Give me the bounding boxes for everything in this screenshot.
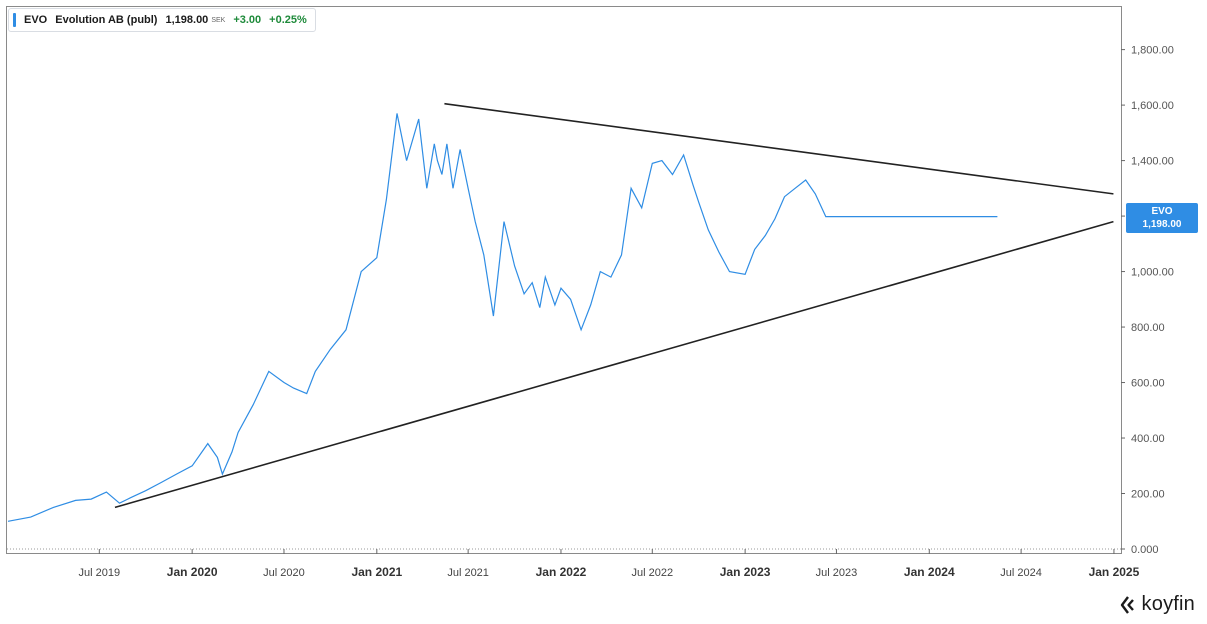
x-tick-label: Jan 2021 [351,565,402,579]
x-tick-label: Jul 2021 [447,567,489,579]
x-tick-label: Jul 2019 [79,567,121,579]
chart-legend: EVO Evolution AB (publ) 1,198.00 SEK +3.… [8,8,316,32]
brand-name: koyfin [1141,593,1195,615]
legend-price: 1,198.00 [165,14,209,26]
y-tick-label: 1,400.00 [1131,156,1174,168]
x-tick-label: Jul 2024 [1000,567,1042,579]
y-tick-label: 600.00 [1131,378,1165,390]
trendline-upper[interactable] [444,102,1114,195]
y-tick-label: 1,600.00 [1131,100,1174,112]
last-price-badge: EVO 1,198.00 [1126,203,1198,233]
x-tick-label: Jan 2024 [904,565,955,579]
series-color-swatch [13,13,16,27]
x-tick-label: Jul 2022 [631,567,673,579]
y-tick-label: 1,800.00 [1131,45,1174,57]
x-tick-label: Jul 2023 [816,567,858,579]
y-tick-label: 400.00 [1131,433,1165,445]
koyfin-logo-icon [1120,595,1134,614]
x-tick-label: Jan 2020 [167,565,218,579]
legend-ticker: EVO [24,14,48,26]
y-tick-label: 0.000 [1131,544,1159,556]
koyfin-logo: koyfin [1118,593,1195,616]
legend-company-name: Evolution AB (publ) [55,14,158,26]
trendline-lower[interactable] [114,220,1114,509]
legend-change-percent: +0.25% [269,14,307,26]
x-tick-label: Jan 2023 [720,565,771,579]
x-tick-label: Jan 2022 [536,565,587,579]
badge-ticker: EVO [1151,206,1173,217]
x-axis: Jul 2019 Jan 2020 Jul 2020 Jan 2021 Jul 2021… [79,549,1140,579]
series-line-evo[interactable] [7,113,998,522]
y-tick-label: 1,000.00 [1131,267,1174,279]
legend-change: +3.00 [233,14,262,26]
badge-value: 1,198.00 [1142,219,1182,230]
x-tick-label: Jul 2020 [263,567,305,579]
y-axis: 0.000200.00400.00600.00800.001,000.001,2… [1121,45,1174,556]
trendlines [114,102,1114,509]
chart-frame [6,6,1122,554]
legend-currency: SEK [211,16,226,24]
y-tick-label: 800.00 [1131,322,1165,334]
y-tick-label: 200.00 [1131,489,1165,501]
x-tick-label: Jan 2025 [1089,565,1140,579]
